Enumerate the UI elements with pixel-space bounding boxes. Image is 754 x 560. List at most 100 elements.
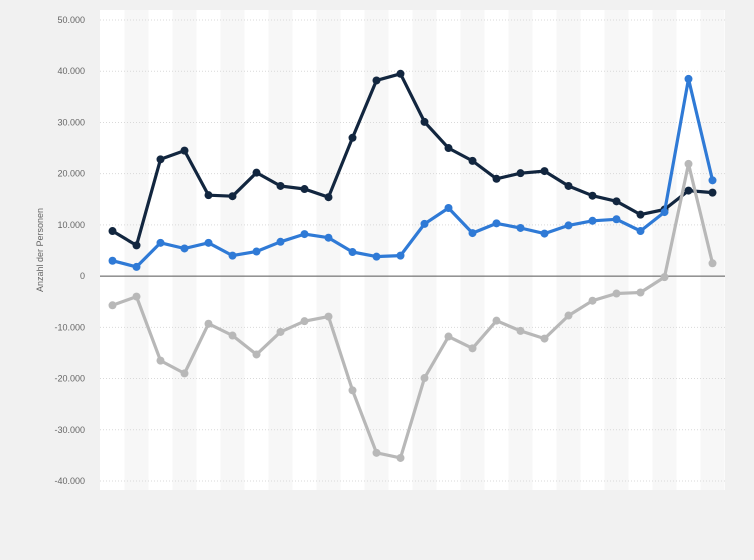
y-tick-label: -20.000 [54, 374, 85, 384]
y-tick-label: 50.000 [57, 15, 85, 25]
series-2 [108, 74, 717, 271]
data-point [132, 262, 141, 271]
data-point [708, 176, 717, 185]
data-point [492, 316, 501, 325]
data-point [228, 331, 237, 340]
data-point [588, 296, 597, 305]
data-point [540, 167, 549, 176]
data-point [372, 76, 381, 85]
y-tick-label: 0 [80, 271, 85, 281]
data-point [564, 221, 573, 230]
data-point [180, 146, 189, 155]
data-point [444, 144, 453, 153]
data-point [300, 317, 309, 326]
data-point [348, 248, 357, 257]
data-point [468, 344, 477, 353]
data-point [228, 251, 237, 260]
alternate-band [412, 10, 437, 490]
data-point [588, 191, 597, 200]
series-line [110, 77, 715, 269]
data-point [132, 241, 141, 250]
data-point [324, 193, 333, 202]
data-point [612, 197, 621, 206]
series-line [110, 72, 715, 247]
data-point [204, 191, 213, 200]
data-point [276, 181, 285, 190]
alternate-band [556, 10, 581, 490]
data-point [180, 369, 189, 378]
y-tick-label: -30.000 [54, 425, 85, 435]
data-point [684, 186, 693, 195]
data-point [492, 219, 501, 228]
data-point [516, 326, 525, 335]
data-point [396, 69, 405, 78]
data-point [660, 208, 669, 217]
y-tick-label: 40.000 [57, 66, 85, 76]
data-point [396, 251, 405, 260]
data-point [204, 319, 213, 328]
data-point [228, 192, 237, 201]
y-tick-label: 10.000 [57, 220, 85, 230]
data-point [252, 168, 261, 177]
data-point [588, 216, 597, 225]
alternate-band [316, 10, 341, 490]
data-point [708, 259, 717, 268]
data-point [540, 334, 549, 343]
grid-lines [100, 19, 725, 482]
data-point [108, 227, 117, 236]
data-point [636, 227, 645, 236]
data-point [468, 156, 477, 165]
data-point [684, 74, 693, 83]
data-point [708, 188, 717, 197]
data-point [420, 219, 429, 228]
data-point [564, 311, 573, 320]
data-point [420, 374, 429, 383]
data-point [132, 292, 141, 301]
alternate-band [268, 10, 293, 490]
alternate-band [508, 10, 533, 490]
series-3 [108, 159, 717, 462]
data-point [660, 273, 669, 282]
data-point [204, 238, 213, 247]
data-point [516, 223, 525, 232]
y-tick-label: 30.000 [57, 117, 85, 127]
alternate-band [364, 10, 389, 490]
data-point [108, 256, 117, 265]
alternate-band [460, 10, 485, 490]
data-point [396, 453, 405, 462]
data-point [372, 448, 381, 457]
data-point [420, 117, 429, 126]
alternate-band [124, 10, 149, 490]
data-point [276, 327, 285, 336]
data-point [324, 312, 333, 321]
data-point [276, 237, 285, 246]
data-point [612, 215, 621, 224]
y-axis-title: Anzahl der Personen [35, 208, 45, 292]
y-tick-label: -40.000 [54, 476, 85, 486]
data-point [444, 332, 453, 341]
data-point [348, 386, 357, 395]
data-point [684, 159, 693, 168]
data-point [372, 252, 381, 261]
data-point [492, 174, 501, 183]
alternate-band [700, 10, 725, 490]
alternate-band [652, 10, 677, 490]
data-point [156, 155, 165, 164]
series-line [110, 162, 715, 460]
data-point [348, 133, 357, 142]
data-point [300, 185, 309, 194]
data-point [180, 244, 189, 253]
data-point [564, 181, 573, 190]
series-group [108, 69, 717, 462]
alternate-band [604, 10, 629, 490]
y-tick-label: -10.000 [54, 322, 85, 332]
data-point [444, 203, 453, 212]
alternating-bands [124, 10, 725, 490]
y-tick-label: 20.000 [57, 169, 85, 179]
data-point [540, 229, 549, 238]
data-point [636, 288, 645, 297]
data-point [516, 169, 525, 178]
data-point [468, 229, 477, 238]
